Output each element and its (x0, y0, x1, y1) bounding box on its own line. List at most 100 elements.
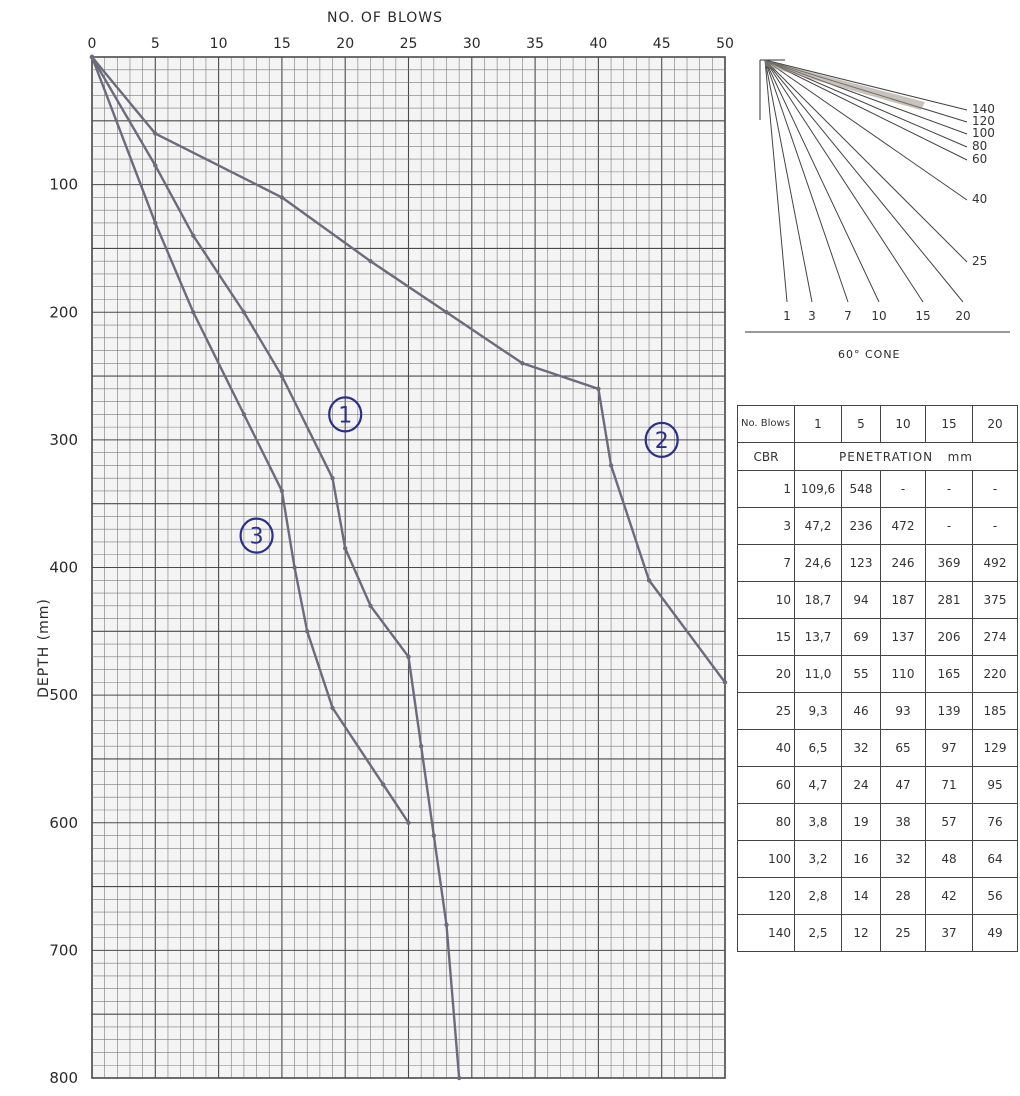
penetration-cell: 37 (925, 914, 973, 952)
x-tick-label: 25 (400, 36, 418, 52)
penetration-cell: 274 (972, 618, 1018, 656)
penetration-cell: 2,8 (794, 877, 842, 915)
table-row: 100 3,2 16 32 48 64 (737, 840, 1018, 878)
penetration-cell: 49 (972, 914, 1018, 952)
cbr-cell: 140 (737, 914, 795, 952)
series-point-1 (444, 922, 449, 928)
penetration-cell: 165 (925, 655, 973, 693)
series-point-1 (330, 475, 335, 481)
series-point-3 (191, 310, 196, 315)
series-marker-circle-2 (644, 421, 679, 458)
penetration-cell: 18,7 (794, 581, 842, 619)
penetration-cell: 4,7 (794, 766, 842, 804)
series-marker-label-1: 1 (338, 403, 352, 428)
penetration-cell: 47,2 (794, 507, 842, 545)
series-point-3 (406, 820, 411, 825)
blows-column-header: 20 (972, 405, 1018, 443)
series-point-2 (596, 386, 601, 392)
series-point-3 (380, 782, 386, 787)
series-marker-circle-1 (328, 396, 363, 433)
penetration-cell: 93 (880, 692, 926, 730)
cone-ray-bottom (764, 59, 788, 303)
cone-ray-bottom (764, 59, 880, 303)
penetration-cell: 110 (880, 655, 926, 693)
penetration-cell: 2,5 (794, 914, 842, 952)
table-row: 25 9,3 46 93 139 185 (737, 692, 1018, 730)
penetration-cell: 375 (972, 581, 1018, 619)
table-row: 80 3,8 19 38 57 76 (737, 803, 1018, 841)
series-marker-label-3: 3 (250, 525, 264, 550)
series-marker-label-2: 2 (655, 429, 669, 454)
penetration-cell: 97 (925, 729, 973, 767)
cone-right-label: 25 (972, 254, 987, 268)
series-point-1 (241, 310, 247, 315)
cone-ray-right (764, 59, 968, 161)
cone-bottom-label: 7 (844, 309, 852, 323)
y-tick-label: 600 (49, 814, 78, 832)
cone-bottom-label: 15 (915, 309, 930, 323)
penetration-cell: 42 (925, 877, 973, 915)
series-point-2 (444, 310, 449, 315)
table-row: 140 2,5 12 25 37 49 (737, 914, 1018, 952)
series-point-2 (520, 361, 525, 366)
series-line-2 (91, 56, 726, 684)
x-axis-title: NO. OF BLOWS (327, 10, 444, 26)
penetration-cell: 6,5 (794, 729, 842, 767)
cone-right-label: 80 (972, 139, 987, 153)
series-point-1 (279, 373, 285, 379)
penetration-cell: 25 (880, 914, 926, 952)
blows-column-header: 15 (925, 405, 973, 443)
table-row: 120 2,8 14 28 42 56 (737, 877, 1018, 915)
penetration-cell: 94 (841, 581, 881, 619)
cbr-cell: 10 (737, 581, 795, 619)
cbr-cell: 7 (737, 544, 795, 582)
series-point-3 (241, 412, 247, 417)
cone-ray-bottom (764, 59, 813, 303)
y-tick-label: 700 (49, 941, 78, 959)
cone-ray-right (764, 59, 968, 111)
blows-column-header: 1 (794, 405, 842, 443)
cbr-cell: 60 (737, 766, 795, 804)
penetration-cell: 95 (972, 766, 1018, 804)
penetration-cell: 109,6 (794, 470, 842, 508)
cbr-cell: 3 (737, 507, 795, 545)
x-tick-label: 45 (653, 36, 671, 52)
table-row: 10 18,7 94 187 281 375 (737, 581, 1018, 619)
penetration-cell: 123 (841, 544, 881, 582)
penetration-cell: 71 (925, 766, 973, 804)
x-tick-label: 20 (336, 36, 354, 52)
table-row: 7 24,6 123 246 369 492 (737, 544, 1018, 582)
series-point-1 (343, 546, 348, 551)
series-point-3 (279, 488, 285, 494)
blows-column-header: 10 (880, 405, 926, 443)
x-tick-label: 50 (716, 36, 734, 52)
penetration-cell: 246 (880, 544, 926, 582)
cone-right-label: 40 (972, 192, 987, 206)
cone-right-label: 100 (972, 126, 995, 140)
series-point-1 (418, 743, 424, 749)
penetration-cell: 492 (972, 544, 1018, 582)
series-point-3 (89, 54, 95, 60)
series-point-3 (305, 629, 310, 634)
cone-right-label: 140 (972, 102, 995, 116)
cbr-cell: 40 (737, 729, 795, 767)
cbr-penetration-table: No. Blows 1 5 10 15 20 CBR PENETRATION mm 1 109,6… (737, 405, 1018, 952)
penetration-cell: 472 (880, 507, 926, 545)
penetration-cell: 12 (841, 914, 881, 952)
penetration-cell: 76 (972, 803, 1018, 841)
y-tick-label: 100 (49, 176, 78, 194)
series-point-2 (368, 259, 373, 264)
penetration-cell: 3,8 (794, 803, 842, 841)
penetration-cell: 57 (925, 803, 973, 841)
series-point-1 (406, 654, 411, 660)
y-tick-label: 200 (49, 303, 78, 321)
penetration-cell: 14 (841, 877, 881, 915)
penetration-cell: 11,0 (794, 655, 842, 693)
table-row: 1 109,6 548- - - (737, 470, 1018, 508)
table-row: 40 6,5 32 65 97 129 (737, 729, 1018, 767)
series-point-2 (722, 680, 728, 685)
series-point-2 (153, 131, 158, 136)
cone-caption: 60° CONE (838, 348, 901, 361)
series-point-2 (279, 195, 285, 200)
